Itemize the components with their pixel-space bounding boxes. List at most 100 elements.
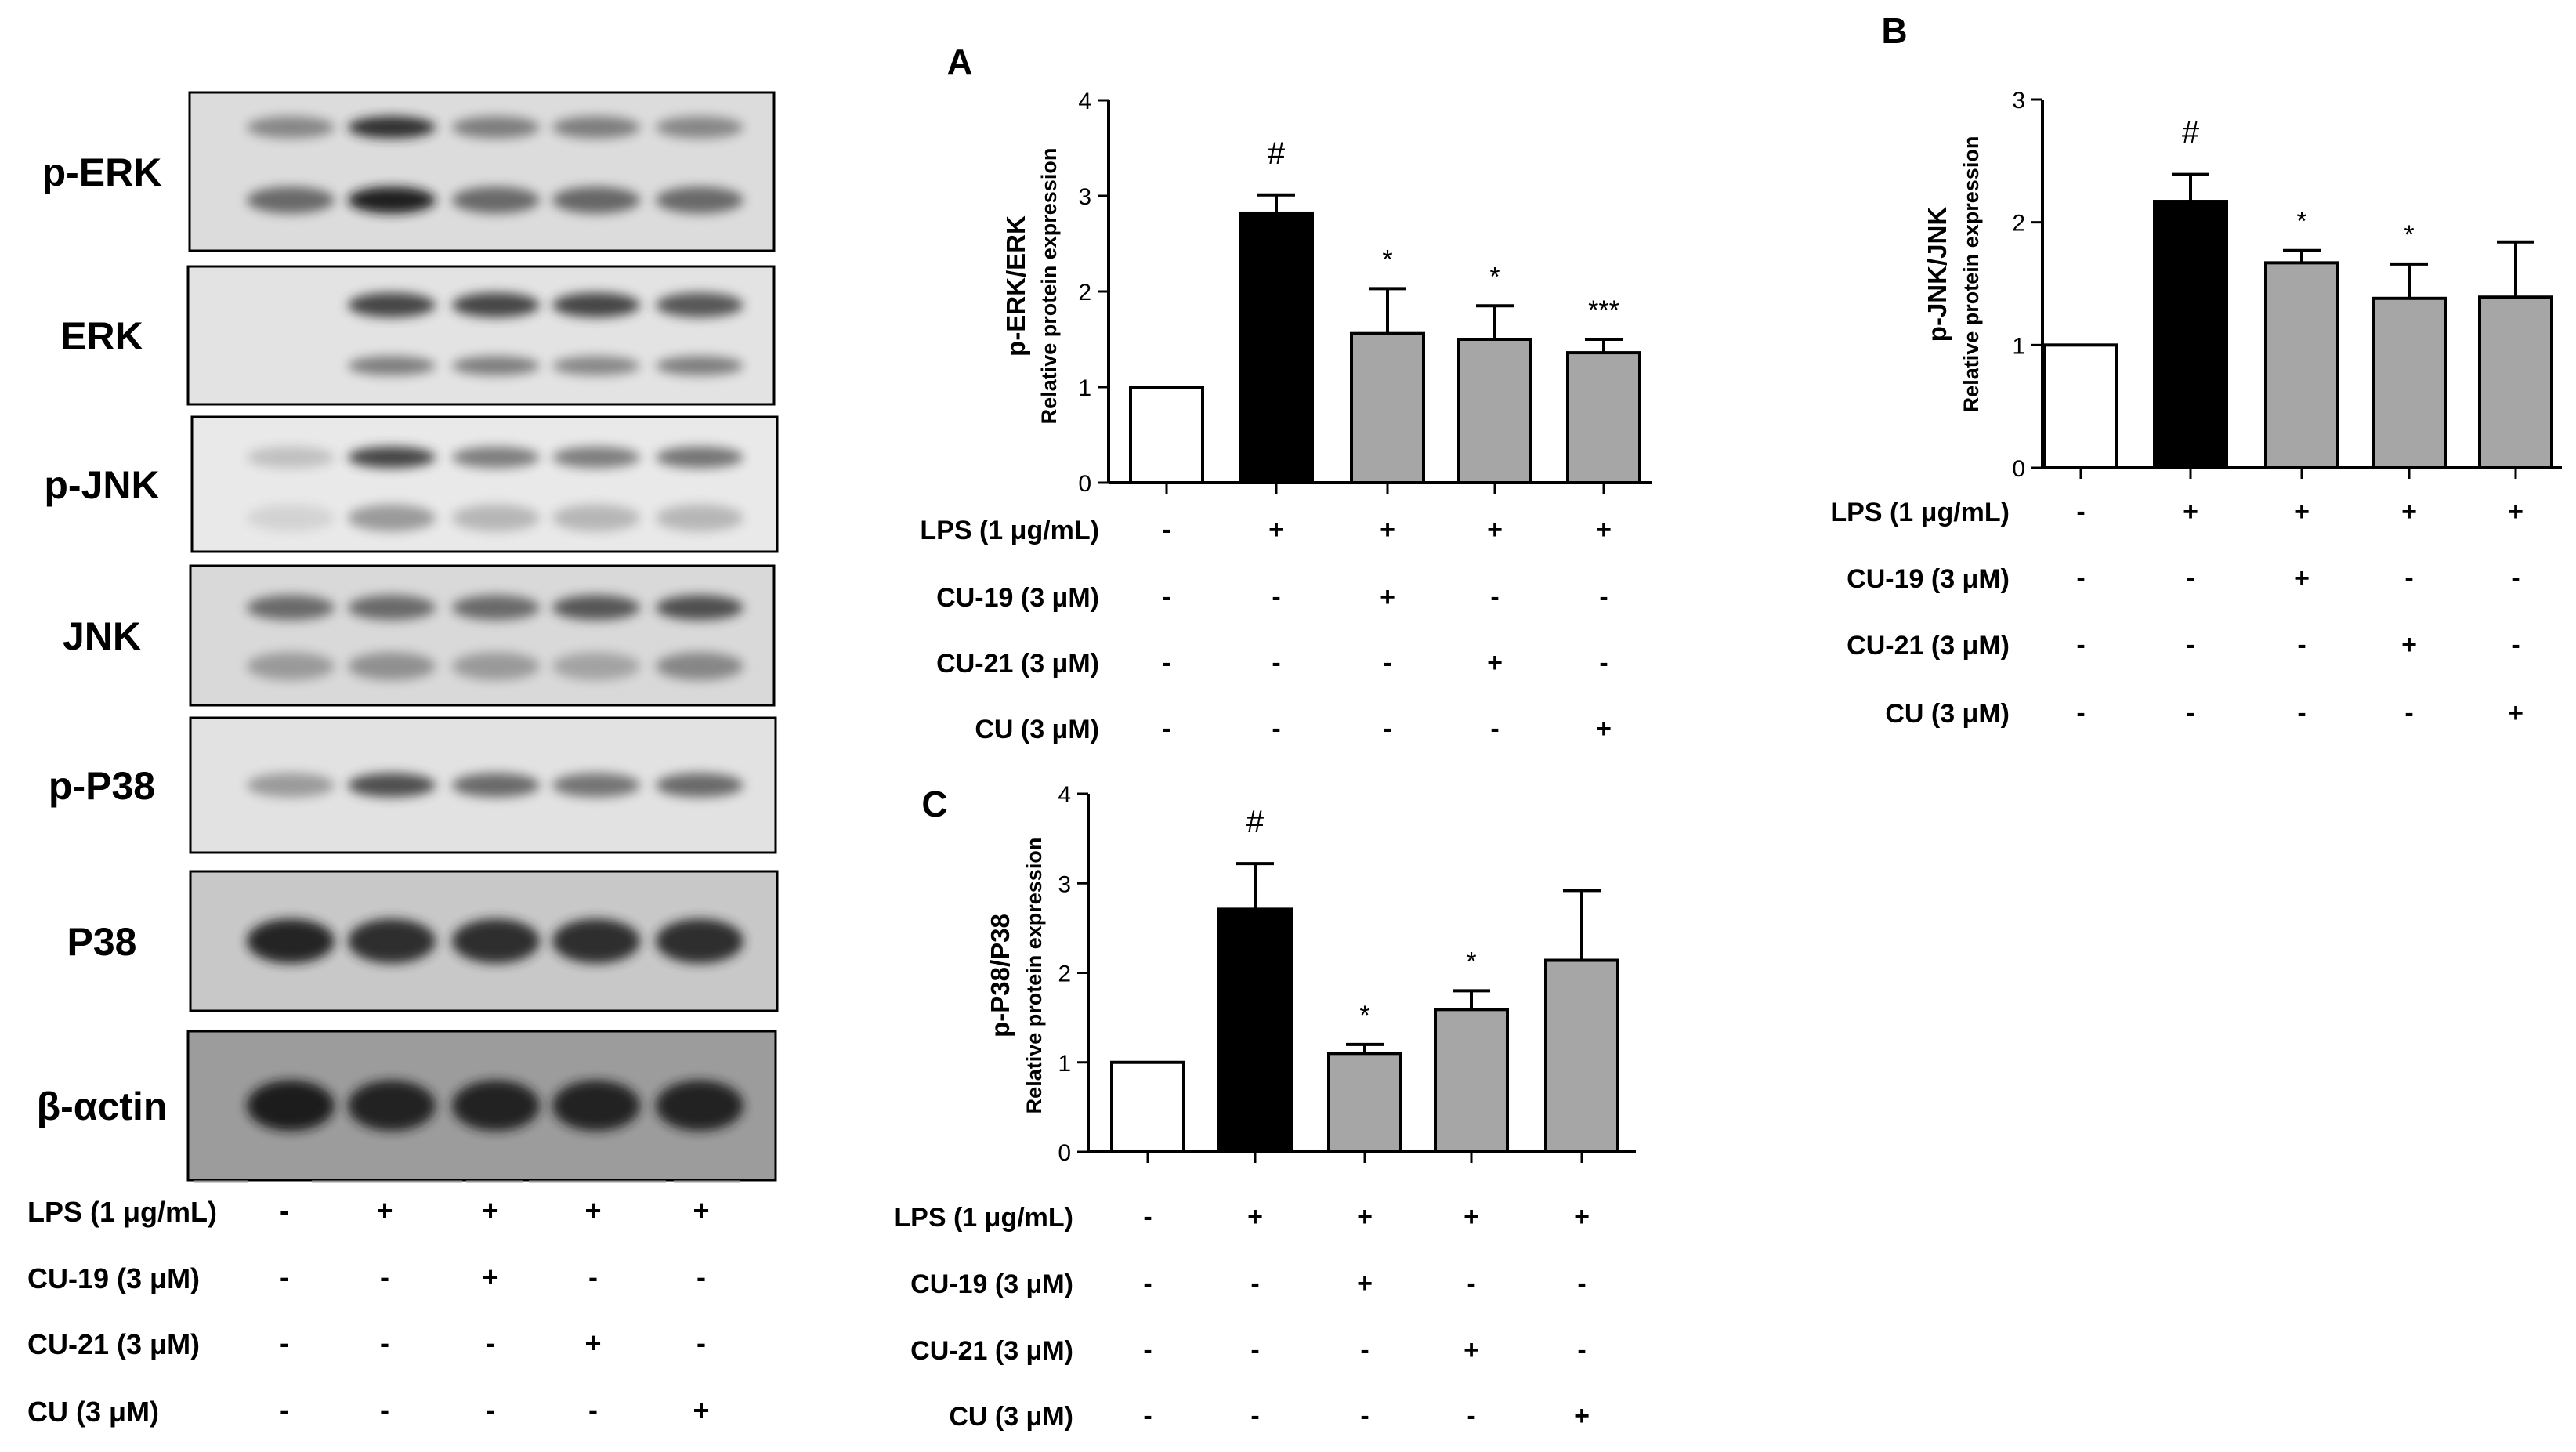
blot-band-p-jnk-2-lane-1: [247, 504, 335, 532]
chart-a-y-tick-label-0: 0: [1078, 471, 1091, 497]
blot-band-erk-1-lane-5: [656, 292, 743, 318]
chart-c-significance-4: *: [1466, 947, 1476, 976]
blot-band-p38-1-lane-3: [452, 918, 540, 964]
chart-c-sign-lps-1-g-ml-1: -: [1143, 1202, 1152, 1232]
blot-panel-erk: [186, 265, 776, 406]
chart-b-y-tick-label-3: 3: [2012, 88, 2025, 114]
blot-band-p-jnk-2-lane-5: [656, 504, 743, 532]
blot-sign-lps-1-g-ml-lane-4: +: [584, 1194, 601, 1226]
chart-c-bar-3: [1327, 1052, 1402, 1153]
chart-b-sign-cu-19-3-m-2: -: [2186, 563, 2194, 593]
chart-a-sign-lps-1-g-ml-2: +: [1268, 515, 1284, 545]
chart-a-bar-5: [1566, 351, 1641, 484]
blot-band-p38-1-lane-2: [348, 918, 436, 964]
blot-sign-cu-19-3-m-lane-5: -: [696, 1261, 706, 1293]
blot-sign-cu-3-m-lane-4: -: [588, 1394, 598, 1426]
chart-b-sign-lps-1-g-ml-3: +: [2294, 497, 2310, 527]
blot-band-erk-2-lane-2: [348, 356, 436, 376]
chart-b-y-label: p-JNK/JNK: [1923, 207, 1952, 342]
blot-band-p-jnk-1-lane-4: [552, 446, 640, 469]
blot-band-p-jnk-1-lane-2: [348, 446, 436, 469]
blot-sign-cu-21-3-m-lane-4: +: [584, 1327, 601, 1359]
chart-a-bar-2: [1239, 211, 1314, 484]
blot-band-p-erk-1-lane-3: [452, 116, 540, 139]
chart-b-treatment-label-lps-1-g-ml: LPS (1 μg/mL): [1830, 498, 2010, 527]
blot-band-erk-2-lane-4: [552, 356, 640, 376]
chart-a-treatment-label-cu-19-3-m: CU-19 (3 μM): [936, 583, 1099, 613]
chart-a-sign-cu-19-3-m-5: -: [1599, 582, 1608, 612]
chart-c-sign-cu-21-3-m-3: -: [1360, 1335, 1369, 1365]
chart-c-bar-5: [1544, 958, 1619, 1153]
blot-panel-p-erk: [188, 91, 776, 252]
blot-band-jnk-1-lane-5: [656, 595, 743, 621]
chart-b-sign-lps-1-g-ml-1: -: [2076, 497, 2085, 527]
chart-b-treatment-label-cu-19-3-m: CU-19 (3 μM): [1847, 564, 2010, 594]
chart-a-sign-cu-19-3-m-3: +: [1380, 582, 1395, 612]
chart-c-bar-4: [1434, 1008, 1509, 1154]
chart-b-y-tick-label-1: 1: [2012, 333, 2025, 359]
chart-a-sign-cu-21-3-m-5: -: [1599, 648, 1608, 678]
blot-sign-cu-21-3-m-lane-2: -: [380, 1327, 389, 1359]
chart-b-sign-cu-19-3-m-4: -: [2404, 563, 2413, 593]
chart-b-significance-4: *: [2404, 220, 2414, 250]
chart-c-y-label-secondary: Relative protein expression: [1022, 838, 1046, 1114]
chart-b-bar-5: [2478, 295, 2553, 469]
blot-sign-cu-3-m-lane-2: -: [380, 1394, 389, 1426]
chart-b-sign-cu-21-3-m-1: -: [2076, 630, 2085, 660]
blot-band-ctin-1-lane-3: [452, 1080, 540, 1132]
blot-sign-cu-21-3-m-lane-3: -: [486, 1327, 495, 1359]
panel-letter-b: B: [1881, 10, 1907, 51]
chart-c-y-tick-label-3: 3: [1058, 871, 1071, 897]
chart-a-sign-cu-19-3-m-4: -: [1490, 582, 1499, 612]
chart-c-sign-cu-3-m-4: -: [1467, 1401, 1475, 1431]
chart-c-sign-cu-19-3-m-5: -: [1577, 1269, 1586, 1298]
blot-band-jnk-2-lane-5: [656, 652, 743, 680]
blot-sign-cu-21-3-m-lane-1: -: [280, 1327, 289, 1359]
blot-band-p-jnk-1-lane-3: [452, 446, 540, 469]
chart-b-sign-cu-21-3-m-4: +: [2401, 630, 2417, 660]
blot-band-p-jnk-1-lane-1: [247, 446, 335, 469]
chart-b-sign-cu-3-m-5: +: [2508, 698, 2524, 728]
chart-a-sign-lps-1-g-ml-1: -: [1162, 515, 1170, 545]
chart-b-sign-cu-19-3-m-5: -: [2511, 563, 2520, 593]
chart-a-sign-cu-21-3-m-2: -: [1272, 648, 1280, 678]
chart-c-sign-cu-19-3-m-1: -: [1143, 1269, 1152, 1298]
chart-a-sign-cu-21-3-m-1: -: [1162, 648, 1170, 678]
chart-c-sign-lps-1-g-ml-4: +: [1463, 1202, 1479, 1232]
chart-a-sign-cu-19-3-m-1: -: [1162, 582, 1170, 612]
chart-c-sign-cu-19-3-m-2: -: [1250, 1269, 1259, 1298]
panel-letter-a: A: [946, 42, 972, 82]
chart-a-treatment-label-cu-21-3-m: CU-21 (3 μM): [936, 649, 1099, 679]
chart-c-significance-3: *: [1359, 1001, 1369, 1030]
chart-c-sign-cu-21-3-m-5: -: [1577, 1335, 1586, 1365]
chart-c-y-label: p-P38/P38: [986, 914, 1015, 1037]
chart-b-y-tick-label-0: 0: [2012, 456, 2025, 482]
blot-treatment-label-cu-19-3-m: CU-19 (3 μM): [27, 1262, 200, 1294]
blot-sign-cu-19-3-m-lane-2: -: [380, 1261, 389, 1293]
chart-b-sign-cu-21-3-m-3: -: [2297, 630, 2306, 660]
blot-band-erk-2-lane-5: [656, 356, 743, 376]
blot-sign-cu-3-m-lane-3: -: [486, 1394, 495, 1426]
chart-a-significance-2: #: [1268, 136, 1286, 171]
blot-band-p-erk-2-lane-3: [452, 186, 540, 214]
blot-band-p-p38-1-lane-4: [552, 773, 640, 798]
blot-band-p-erk-2-lane-1: [247, 186, 335, 214]
chart-c-y-tick-label-1: 1: [1058, 1051, 1071, 1077]
chart-a-y-tick-label-1: 1: [1078, 375, 1091, 401]
chart-c-treatment-label-cu-3-m: CU (3 μM): [949, 1402, 1073, 1432]
blot-band-ctin-1-lane-2: [348, 1080, 436, 1132]
blot-sign-cu-19-3-m-lane-1: -: [280, 1261, 289, 1293]
blot-band-erk-2-lane-3: [452, 356, 540, 376]
blot-band-p-erk-2-lane-5: [656, 186, 743, 214]
chart-b-treatment-label-cu-3-m: CU (3 μM): [1885, 699, 2010, 729]
blot-panel-jnk: [189, 564, 776, 707]
blot-panel-p-jnk: [190, 415, 779, 553]
blot-band-ctin-1-lane-5: [656, 1080, 743, 1132]
chart-c-sign-cu-3-m-5: +: [1574, 1401, 1590, 1431]
chart-b-bar-3: [2264, 261, 2339, 469]
chart-c-sign-cu-3-m-2: -: [1250, 1401, 1259, 1431]
blot-sign-cu-19-3-m-lane-3: +: [482, 1261, 498, 1293]
chart-c-sign-cu-21-3-m-2: -: [1250, 1335, 1259, 1365]
chart-b-sign-lps-1-g-ml-5: +: [2508, 497, 2524, 527]
